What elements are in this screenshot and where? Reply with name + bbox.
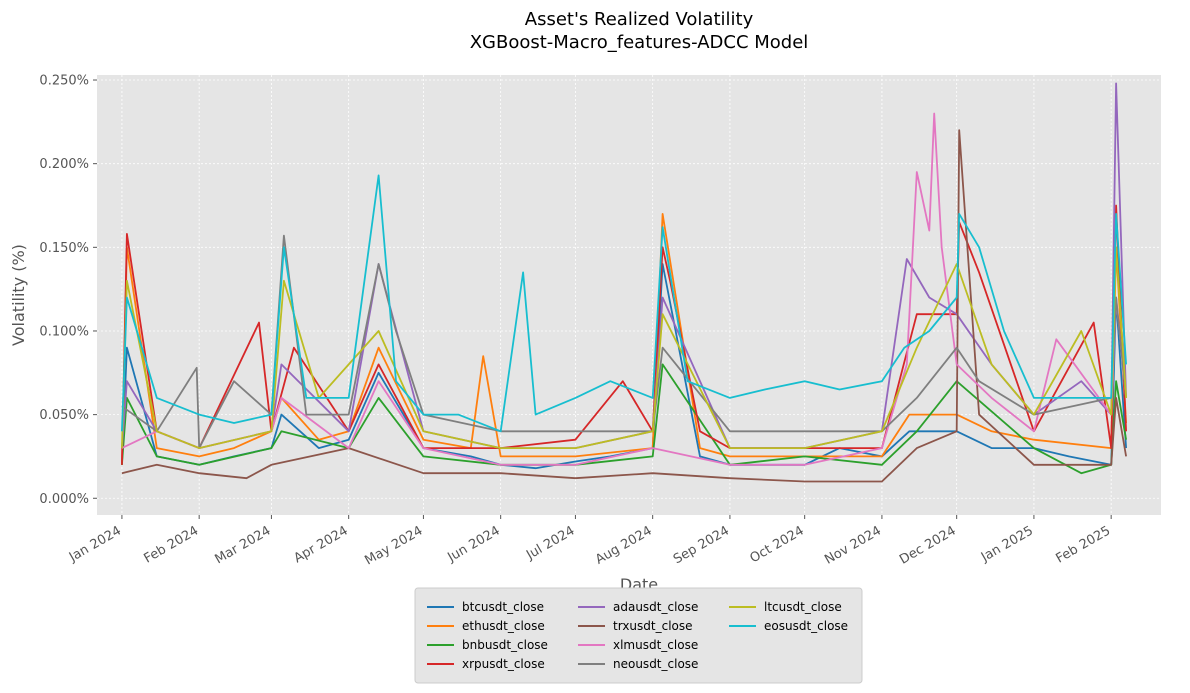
x-tick-label-9: Oct 2024 [747,523,806,566]
series-line-xrpusdt_close [121,204,1127,465]
x-tick-label-11: Dec 2024 [897,523,959,567]
x-tick-label-3: Apr 2024 [291,523,350,566]
y-tick-label-0: 0.000% [39,492,89,507]
series-line-xlmusdt_close [121,112,1127,466]
legend-label-eosusdt_close: eosusdt_close [764,619,848,633]
y-tick-label-2: 0.100% [39,324,89,339]
series-lines [121,82,1127,483]
legend-label-ethusdt_close: ethusdt_close [462,619,545,633]
chart-title: Asset's Realized Volatility [525,9,754,30]
x-tick-label-13: Feb 2025 [1053,523,1113,566]
x-tick-label-2: Mar 2024 [212,523,273,567]
x-tick-label-12: Jan 2025 [978,523,1036,565]
x-tick-label-5: Jun 2024 [444,523,502,565]
series-line-eosusdt_close [121,174,1127,433]
x-tick-label-6: Jul 2024 [523,523,577,563]
x-tick-label-1: Feb 2024 [141,523,201,566]
legend: btcusdt_closeethusdt_closebnbusdt_closex… [414,587,863,684]
x-tick-label-8: Sep 2024 [671,523,732,567]
legend-label-xlmusdt_close: xlmusdt_close [613,638,698,652]
series-line-ltcusdt_close [121,246,1127,450]
legend-label-ltcusdt_close: ltcusdt_close [764,600,842,614]
series-line-trxusdt_close [121,129,1127,483]
y-tick-label-4: 0.200% [39,157,89,172]
legend-label-xrpusdt_close: xrpusdt_close [462,657,545,671]
y-tick-label-5: 0.250% [39,74,89,89]
legend-label-neousdt_close: neousdt_close [613,657,698,671]
legend-label-btcusdt_close: btcusdt_close [462,600,544,614]
series-line-ethusdt_close [121,212,1127,465]
x-tick-label-10: Nov 2024 [822,523,884,567]
y-axis-ticks: 0.000% 0.050% 0.100% 0.150% 0.200% 0.250% [39,74,97,507]
legend-box [414,587,863,684]
y-axis-label: Volatility (%) [9,244,28,346]
x-tick-label-4: May 2024 [362,523,425,568]
x-axis-ticks: Jan 2024 Feb 2024 Mar 2024 Apr 2024 May 2024… [66,515,1113,569]
x-tick-label-7: Aug 2024 [593,523,655,567]
y-tick-label-3: 0.150% [39,241,89,256]
series-line-bnbusdt_close [121,363,1127,475]
chart-subtitle: XGBoost-Macro_features-ADCC Model [470,32,809,53]
grid-lines [97,75,1161,515]
series-line-neousdt_close [121,234,1127,450]
x-tick-label-0: Jan 2024 [66,523,124,565]
y-tick-label-1: 0.050% [39,408,89,423]
legend-label-adausdt_close: adausdt_close [613,600,698,614]
legend-label-trxusdt_close: trxusdt_close [613,619,693,633]
legend-label-bnbusdt_close: bnbusdt_close [462,638,548,652]
